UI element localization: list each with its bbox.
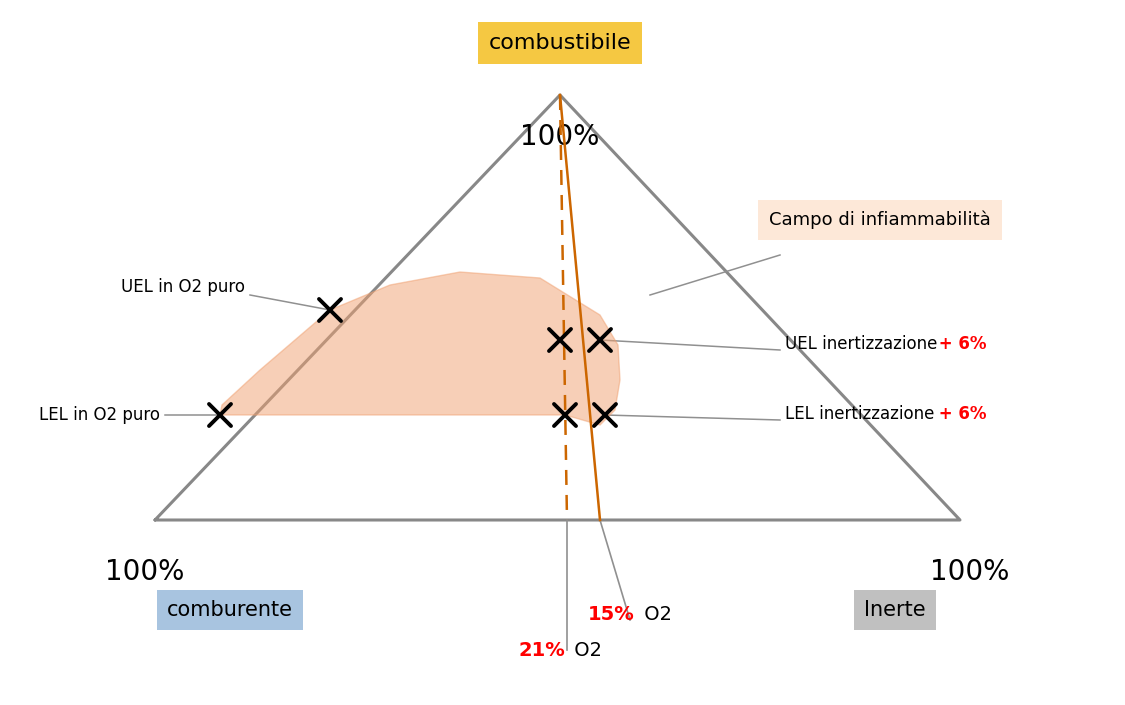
Text: 100%: 100% — [930, 558, 1010, 586]
Text: 15%: 15% — [588, 606, 634, 625]
Text: + 6%: + 6% — [933, 335, 987, 353]
Text: 100%: 100% — [106, 558, 184, 586]
Text: O2: O2 — [568, 641, 602, 659]
Text: LEL in O2 puro: LEL in O2 puro — [39, 406, 160, 424]
Text: LEL inertizzazione: LEL inertizzazione — [785, 405, 935, 423]
Text: + 6%: + 6% — [933, 405, 987, 423]
Text: 100%: 100% — [520, 123, 600, 151]
Polygon shape — [220, 272, 620, 425]
Text: 21%: 21% — [519, 641, 565, 659]
Text: combustibile: combustibile — [488, 33, 631, 53]
Text: Campo di infiammabilità: Campo di infiammabilità — [770, 211, 991, 229]
Text: UEL in O2 puro: UEL in O2 puro — [122, 278, 245, 296]
Text: comburente: comburente — [166, 600, 292, 620]
Text: UEL inertizzazione: UEL inertizzazione — [785, 335, 937, 353]
Text: O2: O2 — [638, 606, 672, 625]
Text: Inerte: Inerte — [864, 600, 926, 620]
